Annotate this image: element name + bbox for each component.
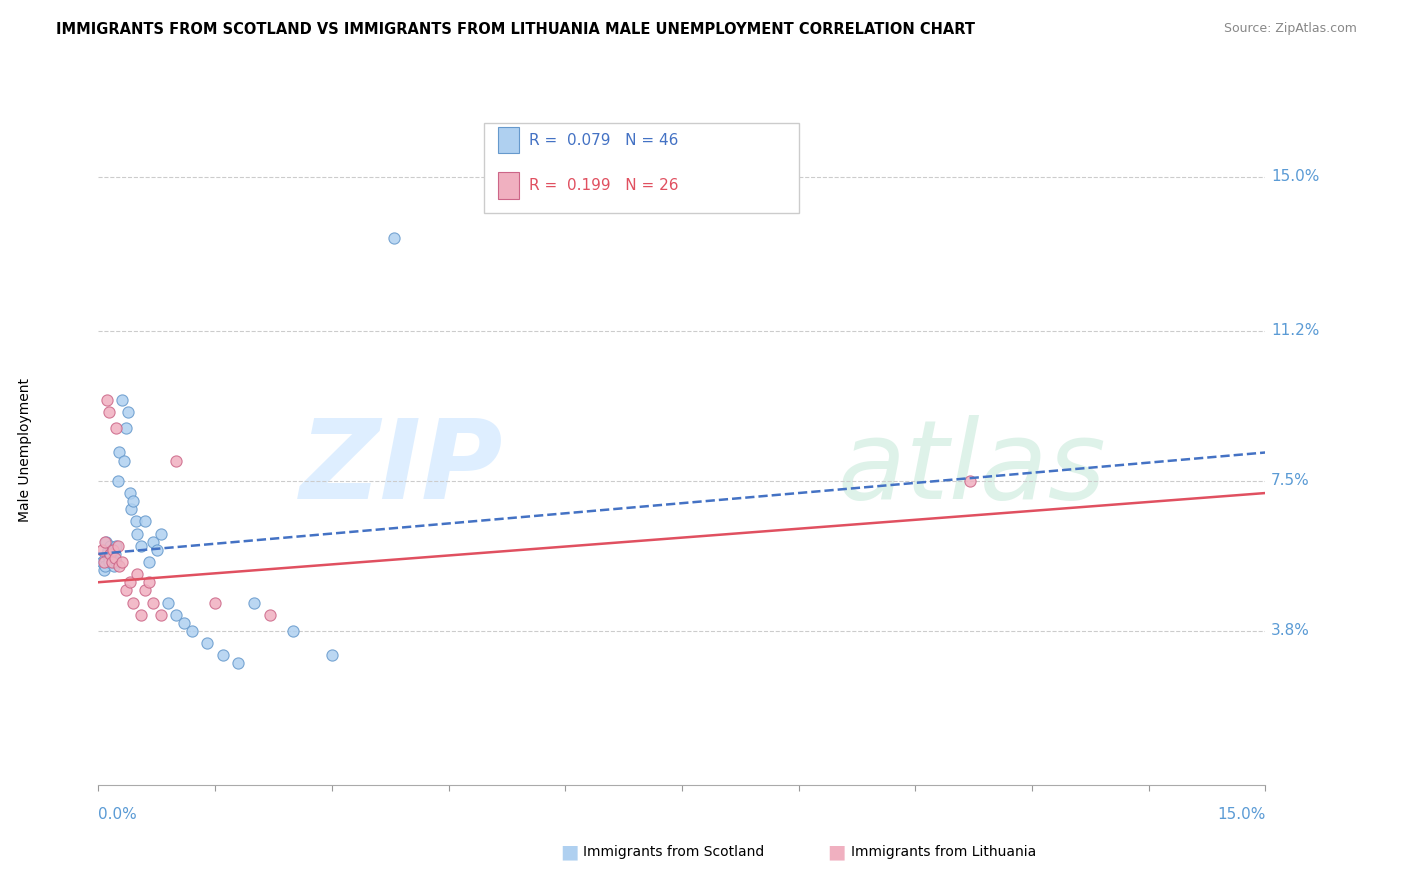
Point xyxy=(91,555,114,569)
Point xyxy=(112,453,135,467)
Point xyxy=(165,453,187,467)
Point xyxy=(173,615,195,630)
Point xyxy=(100,555,122,569)
Point xyxy=(96,534,118,549)
Point xyxy=(107,474,129,488)
Text: atlas: atlas xyxy=(838,415,1107,522)
Point xyxy=(104,547,127,561)
Point xyxy=(98,539,121,553)
Point xyxy=(138,575,160,590)
Point xyxy=(104,550,127,565)
Point xyxy=(103,559,125,574)
Point xyxy=(122,595,145,609)
Point xyxy=(125,515,148,529)
Point xyxy=(959,474,981,488)
Point xyxy=(138,555,160,569)
Point xyxy=(118,486,141,500)
Text: Immigrants from Scotland: Immigrants from Scotland xyxy=(583,845,765,859)
Point xyxy=(120,502,142,516)
Text: ZIP: ZIP xyxy=(299,415,503,522)
Text: 3.8%: 3.8% xyxy=(1271,624,1310,639)
Point xyxy=(91,542,114,557)
Text: 15.0%: 15.0% xyxy=(1271,169,1319,185)
Point xyxy=(321,648,343,663)
Point xyxy=(97,550,120,565)
Point xyxy=(149,607,172,622)
Point xyxy=(105,555,128,569)
Point xyxy=(149,526,172,541)
Text: 0.0%: 0.0% xyxy=(98,807,138,822)
Point xyxy=(97,542,120,557)
Point xyxy=(146,542,169,557)
Point xyxy=(93,555,115,569)
Point xyxy=(96,547,118,561)
Point xyxy=(96,392,118,407)
Bar xyxy=(499,172,519,199)
Point xyxy=(129,607,152,622)
Point xyxy=(165,607,187,622)
Point xyxy=(101,542,124,557)
Point xyxy=(104,539,127,553)
Point xyxy=(157,595,180,609)
Point xyxy=(105,421,128,435)
Point xyxy=(228,657,250,671)
Point xyxy=(98,555,121,569)
Point xyxy=(195,636,218,650)
Point xyxy=(94,534,117,549)
Point xyxy=(108,445,131,459)
Text: 7.5%: 7.5% xyxy=(1271,474,1310,488)
Point xyxy=(204,595,226,609)
Point xyxy=(103,542,125,557)
Point xyxy=(180,624,202,638)
Point xyxy=(100,547,122,561)
Point xyxy=(382,230,405,244)
Text: R =  0.079   N = 46: R = 0.079 N = 46 xyxy=(529,133,678,147)
Point xyxy=(281,624,304,638)
Point xyxy=(134,515,156,529)
Point xyxy=(127,526,149,541)
Point xyxy=(93,550,115,565)
Point xyxy=(108,559,131,574)
Point xyxy=(97,405,120,419)
Point xyxy=(114,421,136,435)
Point xyxy=(100,555,122,569)
Point xyxy=(122,494,145,508)
Text: R =  0.199   N = 26: R = 0.199 N = 26 xyxy=(529,178,678,193)
Point xyxy=(111,392,134,407)
Point xyxy=(111,555,134,569)
Text: 15.0%: 15.0% xyxy=(1218,807,1265,822)
Text: Male Unemployment: Male Unemployment xyxy=(18,378,32,523)
Point xyxy=(94,559,117,574)
Text: Source: ZipAtlas.com: Source: ZipAtlas.com xyxy=(1223,22,1357,36)
Point xyxy=(118,575,141,590)
Point xyxy=(127,567,149,582)
Text: Immigrants from Lithuania: Immigrants from Lithuania xyxy=(851,845,1036,859)
Point xyxy=(243,595,266,609)
Point xyxy=(114,583,136,598)
Point xyxy=(129,539,152,553)
Point xyxy=(212,648,235,663)
Point xyxy=(98,547,121,561)
Point xyxy=(134,583,156,598)
Text: ■: ■ xyxy=(827,842,846,862)
Point xyxy=(117,405,139,419)
Point xyxy=(259,607,281,622)
Point xyxy=(93,563,115,577)
Point xyxy=(142,595,165,609)
Text: IMMIGRANTS FROM SCOTLAND VS IMMIGRANTS FROM LITHUANIA MALE UNEMPLOYMENT CORRELAT: IMMIGRANTS FROM SCOTLAND VS IMMIGRANTS F… xyxy=(56,22,976,37)
Point xyxy=(107,539,129,553)
Point xyxy=(142,534,165,549)
Point xyxy=(103,550,125,565)
Text: ■: ■ xyxy=(560,842,579,862)
Text: 11.2%: 11.2% xyxy=(1271,324,1319,338)
FancyBboxPatch shape xyxy=(484,123,799,213)
Bar xyxy=(499,127,519,153)
